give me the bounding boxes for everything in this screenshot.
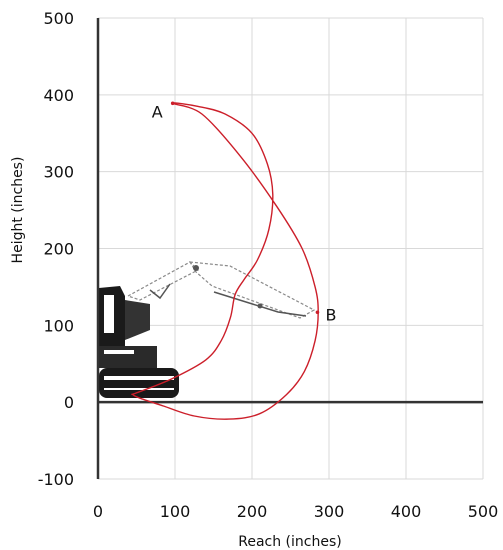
x-tick-label: 200 — [237, 502, 268, 521]
x-tick-label: 500 — [468, 502, 499, 521]
x-tick-label: 400 — [391, 502, 422, 521]
y-tick-label: 0 — [64, 393, 74, 412]
y-tick-label: 100 — [43, 316, 74, 335]
axes-layer — [96, 18, 483, 479]
point-marker-b — [315, 310, 320, 315]
labels-layer: 0 100 200 300 400 500 500 400 300 200 100 0 -100 A B — [38, 9, 499, 521]
envelope-line — [131, 102, 319, 420]
point-label-a: A — [152, 102, 163, 121]
y-tick-label: 400 — [43, 86, 74, 105]
x-tick-label: 300 — [314, 502, 345, 521]
series-layer — [131, 101, 320, 420]
point-label-b: B — [325, 305, 336, 324]
x-tick-label: 0 — [93, 502, 103, 521]
excavator-icon — [99, 261, 316, 398]
y-tick-label: -100 — [38, 470, 74, 489]
y-axis-title: Height (inches) — [10, 157, 26, 264]
y-tick-label: 500 — [43, 9, 74, 28]
y-tick-label: 300 — [43, 163, 74, 182]
point-marker-a — [170, 101, 175, 106]
x-axis-title: Reach (inches) — [238, 534, 341, 550]
x-tick-label: 100 — [160, 502, 191, 521]
y-tick-label: 200 — [43, 240, 74, 259]
grid-layer — [97, 17, 484, 480]
